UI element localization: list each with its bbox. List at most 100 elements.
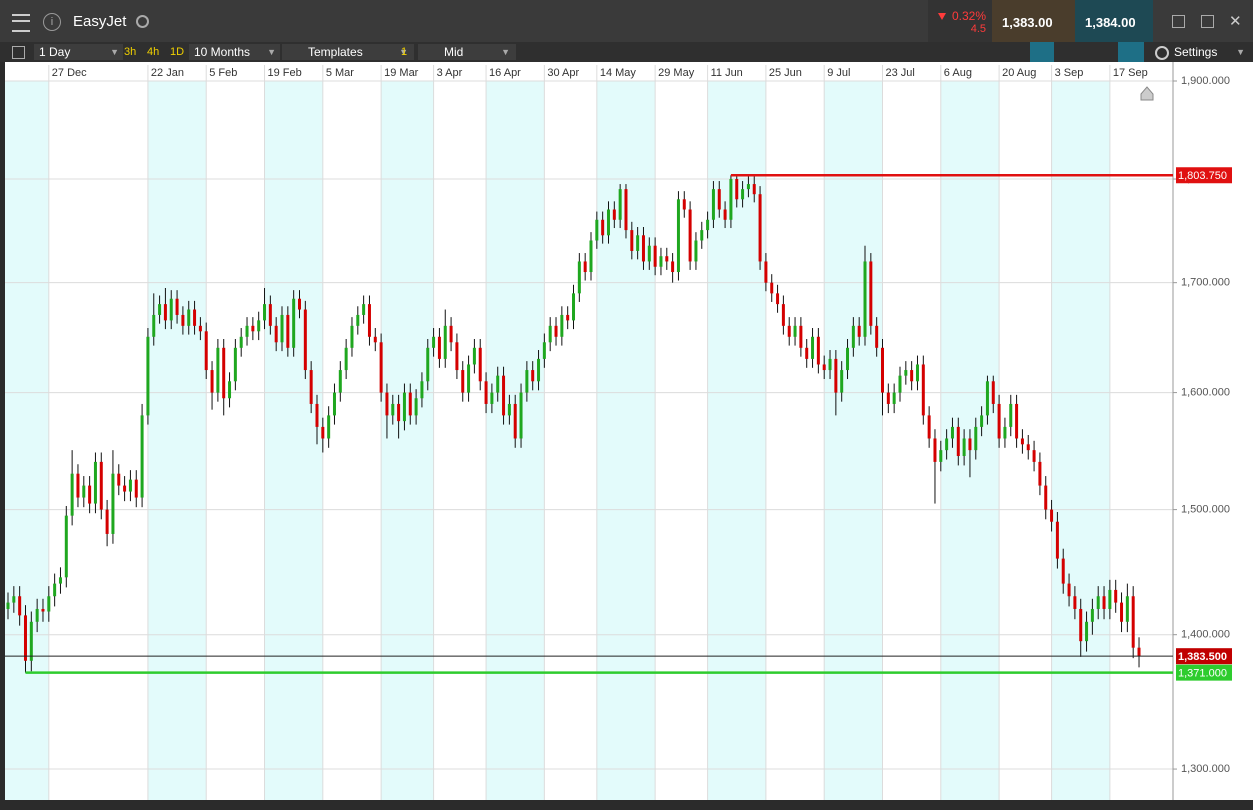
candle-body (758, 194, 762, 262)
x-tick-label: 11 Jun (711, 67, 743, 79)
x-tick-label: 27 Dec (52, 67, 87, 79)
candle-body (857, 325, 861, 337)
x-tick-label: 5 Feb (209, 67, 237, 79)
expand-button[interactable] (1172, 15, 1185, 28)
interval-select[interactable]: 1 Day ▼ (34, 44, 123, 60)
price-type: Mid (444, 45, 464, 59)
candle-body (735, 179, 739, 200)
candle-body (397, 403, 401, 422)
y-tick-label: 1,400.000 (1181, 629, 1230, 641)
candle-body (35, 608, 39, 622)
candle-body (1032, 450, 1036, 462)
candle-body (443, 325, 447, 359)
buy-price: 1,384.00 (1085, 15, 1136, 30)
candle-body (892, 392, 896, 404)
candle-body (245, 325, 249, 337)
candle-body (811, 336, 815, 359)
price-type-select[interactable]: Mid ▼ (418, 44, 516, 60)
toolbar: 1 Day ▼ 3h 4h 1D 10 Months ▼ Templates ▼ 1 … (0, 42, 1253, 62)
candle-body (309, 370, 313, 404)
candle-body (560, 314, 564, 337)
x-tick-label: 30 Apr (547, 67, 579, 79)
x-tick-label: 3 Apr (437, 67, 463, 79)
candle-body (1120, 602, 1124, 622)
candle-body (1085, 621, 1089, 642)
candle-body (198, 325, 202, 332)
y-tick-label: 1,500.000 (1181, 504, 1230, 516)
candle-body (134, 479, 138, 498)
candle-body (717, 189, 721, 210)
chart: 27 Dec 22 Jan 5 Feb 19 Feb 5 Mar 19 Mar 3 Apr 1… (0, 62, 1253, 810)
candle-body (525, 370, 529, 393)
candle-body (863, 261, 867, 337)
x-tick-label: 29 May (658, 67, 695, 79)
candle-body (741, 189, 745, 200)
candle-body (711, 189, 715, 220)
candle-body (315, 403, 319, 427)
band (1051, 81, 1110, 800)
range-select[interactable]: 10 Months ▼ (189, 44, 280, 60)
candle-body (886, 392, 890, 404)
count[interactable]: 1 (401, 46, 408, 58)
candle-body (898, 375, 902, 393)
candle-body (583, 261, 587, 273)
menu-button[interactable] (12, 14, 30, 32)
candle-body (671, 261, 675, 273)
candle-body (356, 314, 360, 326)
candle-body (29, 621, 33, 661)
candle-body (76, 473, 80, 498)
candle-body (1003, 426, 1007, 439)
candle-body (128, 479, 132, 492)
candle-body (251, 325, 255, 332)
quick-interval[interactable]: 1D (170, 46, 185, 58)
candle-body (729, 179, 733, 220)
search-button[interactable] (136, 15, 149, 28)
candle-body (910, 370, 914, 382)
x-tick-label: 9 Jul (827, 67, 850, 79)
close-button[interactable]: ✕ (1229, 13, 1242, 30)
candle-body (606, 209, 610, 236)
band (824, 81, 883, 800)
candle-body (204, 331, 208, 371)
sell-button[interactable]: 1,383.00 (992, 0, 1075, 42)
candle-body (437, 336, 441, 359)
popout-button[interactable] (1201, 15, 1214, 28)
candle-body (1061, 558, 1065, 584)
candle-body (974, 426, 978, 451)
bottom-strip (0, 800, 1253, 810)
candle-body (554, 325, 558, 337)
settings-button[interactable]: Settings ▼ (1174, 45, 1245, 59)
templates: Templates (308, 45, 363, 59)
x-tick-label: 17 Sep (1113, 67, 1148, 79)
tool-active[interactable] (1030, 42, 1054, 62)
candle-body (367, 304, 371, 337)
x-tick-label: 22 Jan (151, 67, 184, 79)
band (381, 81, 434, 800)
buy-button[interactable]: 1,384.00 (1075, 0, 1153, 42)
quick-interval[interactable]: 3h (124, 46, 137, 58)
candle-body (286, 314, 290, 348)
candle-body (985, 381, 989, 416)
candle-body (6, 602, 10, 609)
candle-body (601, 219, 605, 236)
candle-body (455, 342, 459, 371)
candle-body (1131, 596, 1135, 648)
candle-body (93, 461, 97, 504)
quick-interval[interactable]: 4h (147, 46, 160, 58)
candle-body (158, 304, 162, 315)
tool-active[interactable] (1118, 42, 1144, 62)
info-button[interactable]: i (43, 13, 61, 31)
candle-body (980, 415, 984, 427)
x-tick-label: 20 Aug (1002, 67, 1036, 79)
candle-body (1067, 583, 1071, 597)
templates-select[interactable]: Templates ▼ (282, 44, 414, 60)
candle-body (933, 438, 937, 462)
y-tick-label: 1,700.000 (1181, 277, 1230, 289)
candle-body (572, 293, 576, 321)
x-tick-label: 6 Aug (944, 67, 972, 79)
candle-body (659, 256, 663, 267)
instrument-name: EasyJet (73, 13, 127, 30)
candle-body (694, 240, 698, 262)
candle-body (1114, 589, 1118, 603)
list-button[interactable] (12, 46, 25, 59)
